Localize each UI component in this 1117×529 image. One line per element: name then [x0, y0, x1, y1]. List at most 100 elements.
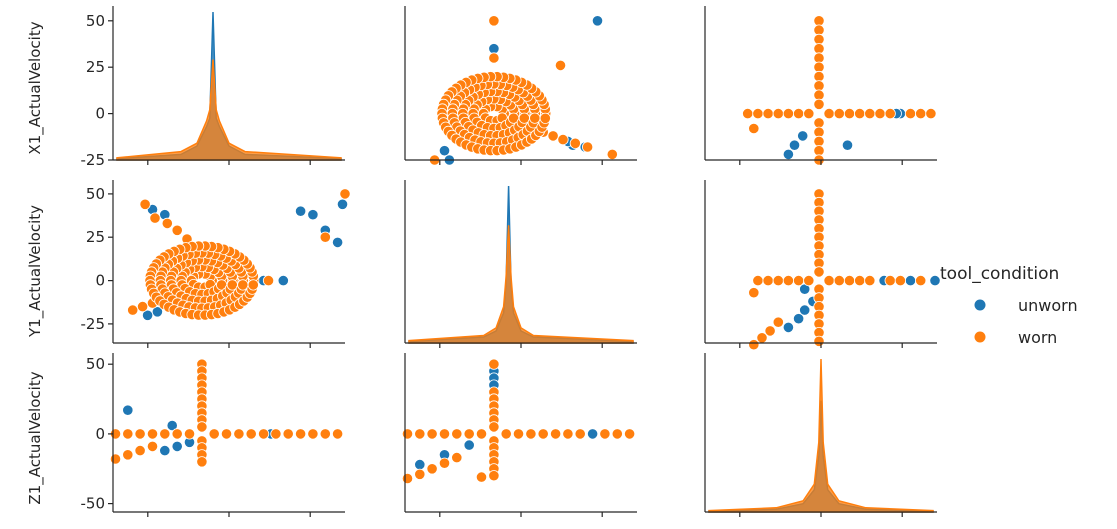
legend-label-unworn: unworn [1018, 296, 1078, 315]
point-worn [843, 108, 856, 120]
y-tick-label: 0 [95, 105, 105, 123]
point-worn [307, 428, 319, 440]
point-worn [463, 428, 475, 440]
point-worn [854, 274, 866, 287]
point-worn [109, 453, 122, 465]
y-tick-label: -25 [81, 315, 106, 333]
point-unworn [159, 444, 171, 457]
point-worn [500, 428, 512, 440]
point-worn [426, 428, 438, 440]
point-worn [146, 428, 159, 440]
point-worn [247, 279, 259, 291]
point-worn [525, 428, 537, 440]
point-worn [742, 108, 754, 120]
point-unworn [331, 236, 344, 248]
point-worn [748, 287, 760, 299]
point-worn [149, 212, 161, 224]
point-worn [813, 43, 825, 55]
point-worn [762, 274, 774, 287]
point-worn [414, 428, 426, 440]
point-worn [813, 80, 825, 92]
point-worn [451, 451, 463, 464]
point-worn [864, 274, 876, 287]
point-worn [606, 148, 618, 160]
point-worn [183, 428, 196, 440]
point-worn [813, 117, 825, 129]
point-worn [122, 428, 134, 440]
point-worn [813, 15, 825, 27]
point-worn [833, 108, 845, 120]
point-unworn [841, 139, 854, 151]
point-worn [915, 274, 927, 287]
kde-unworn-X1_ActualVelocity [116, 11, 342, 161]
point-worn [488, 470, 500, 482]
point-worn [220, 428, 233, 440]
point-worn [488, 358, 500, 370]
legend: tool_condition unworn worn [940, 264, 1078, 347]
point-unworn [142, 309, 154, 321]
point-unworn [929, 274, 941, 287]
point-worn [813, 61, 825, 73]
y-axis-label-X1_ActualVelocity: X1_ActualVelocity [26, 21, 45, 154]
point-worn [537, 428, 549, 440]
point-unworn [277, 274, 289, 287]
point-unworn [166, 419, 178, 432]
y-tick-label: 50 [86, 185, 105, 203]
point-worn [414, 468, 426, 480]
point-worn [764, 325, 776, 337]
point-worn [854, 108, 866, 120]
point-worn [782, 274, 795, 287]
point-unworn [336, 198, 349, 210]
point-unworn [171, 440, 183, 452]
point-worn [864, 108, 876, 120]
point-worn [782, 108, 795, 120]
y-tick-label: 50 [86, 12, 105, 30]
point-worn [772, 316, 784, 328]
point-worn [196, 421, 208, 433]
subplot-2-3 [704, 180, 941, 351]
point-worn [237, 279, 249, 291]
point-worn [134, 428, 146, 440]
point-worn [915, 108, 927, 120]
point-unworn [797, 130, 809, 142]
point-worn [270, 428, 282, 440]
subplot-1-3 [704, 6, 937, 166]
point-worn [833, 274, 845, 287]
point-worn [581, 141, 594, 153]
subplot-2-2 [404, 180, 637, 348]
point-worn [488, 15, 500, 27]
point-worn [803, 274, 815, 287]
y-tick-label: -25 [81, 151, 106, 169]
point-worn [574, 428, 586, 440]
legend-marker-worn [974, 331, 986, 343]
point-worn [803, 108, 815, 120]
subplot-grid: -25 0 25 50 -25 0 25 50 -50 0 50 [81, 6, 941, 517]
point-worn [925, 108, 937, 120]
point-worn [611, 428, 623, 440]
y-tick-label: -50 [81, 495, 106, 513]
point-worn [762, 108, 774, 120]
point-unworn [463, 439, 475, 451]
point-unworn [586, 428, 599, 440]
point-worn [426, 463, 438, 475]
point-worn [792, 274, 805, 287]
point-worn [319, 231, 331, 243]
point-worn [874, 108, 886, 120]
point-worn [475, 428, 488, 440]
point-worn [813, 266, 825, 278]
point-worn [554, 59, 567, 72]
point-worn [748, 122, 760, 135]
point-worn [161, 217, 173, 229]
y-axis-label-Z1_ActualVelocity: Z1_ActualVelocity [26, 371, 45, 504]
point-worn [401, 472, 414, 485]
y-tick-label: 25 [86, 58, 105, 76]
point-worn [245, 428, 257, 440]
legend-marker-unworn [974, 299, 986, 311]
point-worn [475, 471, 488, 483]
legend-label-worn: worn [1018, 328, 1057, 347]
point-worn [813, 335, 825, 347]
point-worn [339, 188, 351, 200]
point-worn [127, 304, 139, 316]
point-worn [792, 108, 805, 120]
point-worn [438, 457, 451, 469]
